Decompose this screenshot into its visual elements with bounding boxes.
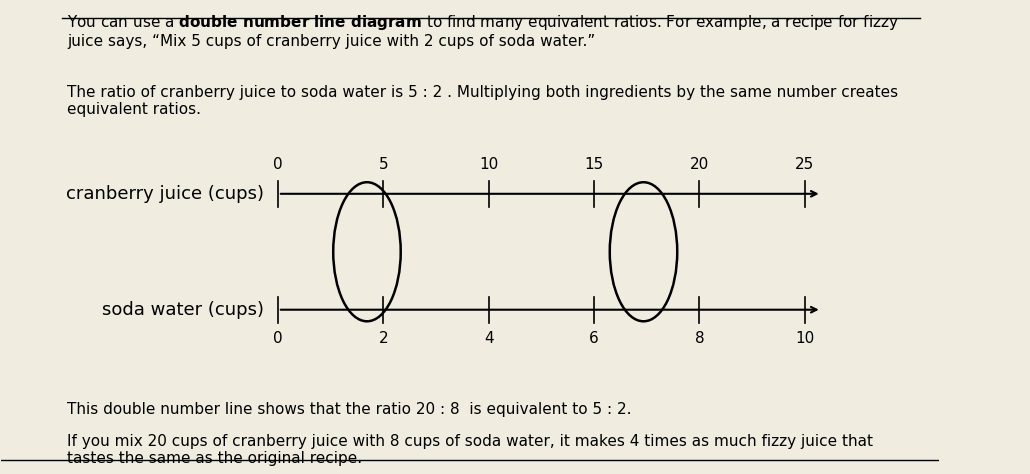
Text: 4: 4 xyxy=(484,331,493,346)
Text: 25: 25 xyxy=(795,157,815,173)
Text: 5: 5 xyxy=(378,157,388,173)
Text: 0: 0 xyxy=(273,157,282,173)
Text: If you mix 20 cups of cranberry juice with 8 cups of soda water, it makes 4 time: If you mix 20 cups of cranberry juice wi… xyxy=(67,434,873,466)
Text: You can use a $\bf{double\ number\ line\ diagram}$ to find many equivalent ratio: You can use a $\bf{double\ number\ line\… xyxy=(67,13,899,49)
Text: 20: 20 xyxy=(690,157,709,173)
Text: 2: 2 xyxy=(378,331,388,346)
Text: 10: 10 xyxy=(795,331,815,346)
Text: The ratio of cranberry juice to soda water is 5 : 2 . Multiplying both ingredien: The ratio of cranberry juice to soda wat… xyxy=(67,85,898,117)
Text: This double number line shows that the ratio 20 : 8  is equivalent to 5 : 2.: This double number line shows that the r… xyxy=(67,402,631,418)
Text: 10: 10 xyxy=(479,157,499,173)
Text: 0: 0 xyxy=(273,331,282,346)
Text: 15: 15 xyxy=(584,157,604,173)
Text: 6: 6 xyxy=(589,331,598,346)
Text: cranberry juice (cups): cranberry juice (cups) xyxy=(66,185,264,203)
Text: soda water (cups): soda water (cups) xyxy=(102,301,264,319)
Text: 8: 8 xyxy=(694,331,705,346)
